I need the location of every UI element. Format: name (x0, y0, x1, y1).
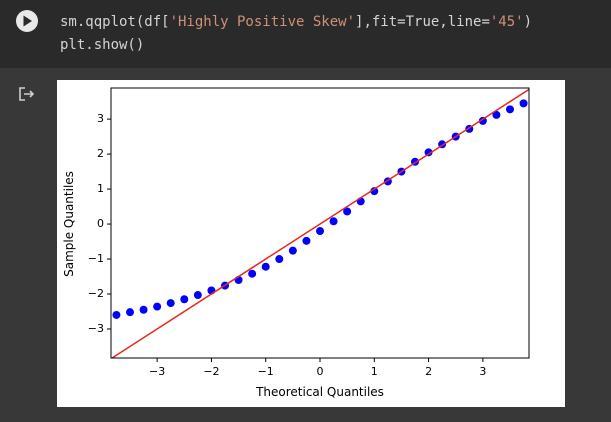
y-tick-label: −1 (88, 252, 104, 265)
output-icon[interactable] (19, 87, 35, 101)
run-button[interactable] (16, 10, 38, 32)
y-axis-label: Sample Quantiles (62, 171, 76, 277)
point (370, 187, 379, 196)
point (302, 236, 311, 245)
point (492, 110, 501, 119)
y-tick-label: 1 (97, 182, 104, 195)
point (166, 299, 175, 308)
y-tick-label: 2 (97, 147, 104, 160)
code-cell (0, 0, 611, 68)
point (343, 207, 352, 216)
x-tick-label: −2 (203, 365, 219, 378)
plot-frame (110, 87, 530, 359)
x-tick-label: −1 (258, 365, 274, 378)
y-tick-label: −3 (88, 322, 104, 335)
code-line: sm.qqplot(df['Highly Positive Skew'],fit… (60, 14, 532, 30)
point (329, 217, 338, 226)
figure (57, 80, 565, 407)
point (248, 269, 257, 278)
y-tick-label: 3 (97, 112, 104, 125)
y-tick-label: −2 (88, 287, 104, 300)
point (139, 305, 148, 314)
point (261, 262, 270, 271)
reference-line (111, 88, 530, 359)
x-tick-label: 0 (317, 365, 324, 378)
x-axis-label: Theoretical Quantiles (255, 385, 384, 399)
point (316, 227, 324, 236)
point (126, 308, 134, 317)
code-line: plt.show() (60, 37, 144, 53)
point (424, 148, 433, 157)
point (275, 255, 284, 264)
x-tick-label: 1 (371, 365, 378, 378)
point (112, 310, 121, 319)
point (193, 291, 202, 300)
x-tick-label: −3 (149, 365, 165, 378)
point (288, 246, 297, 255)
point (180, 295, 189, 304)
point (478, 116, 487, 125)
point (153, 302, 162, 311)
y-tick-label: 0 (97, 217, 104, 230)
x-tick-label: 3 (479, 365, 486, 378)
x-tick-label: 2 (425, 365, 432, 378)
point (506, 105, 514, 114)
point (519, 99, 528, 108)
